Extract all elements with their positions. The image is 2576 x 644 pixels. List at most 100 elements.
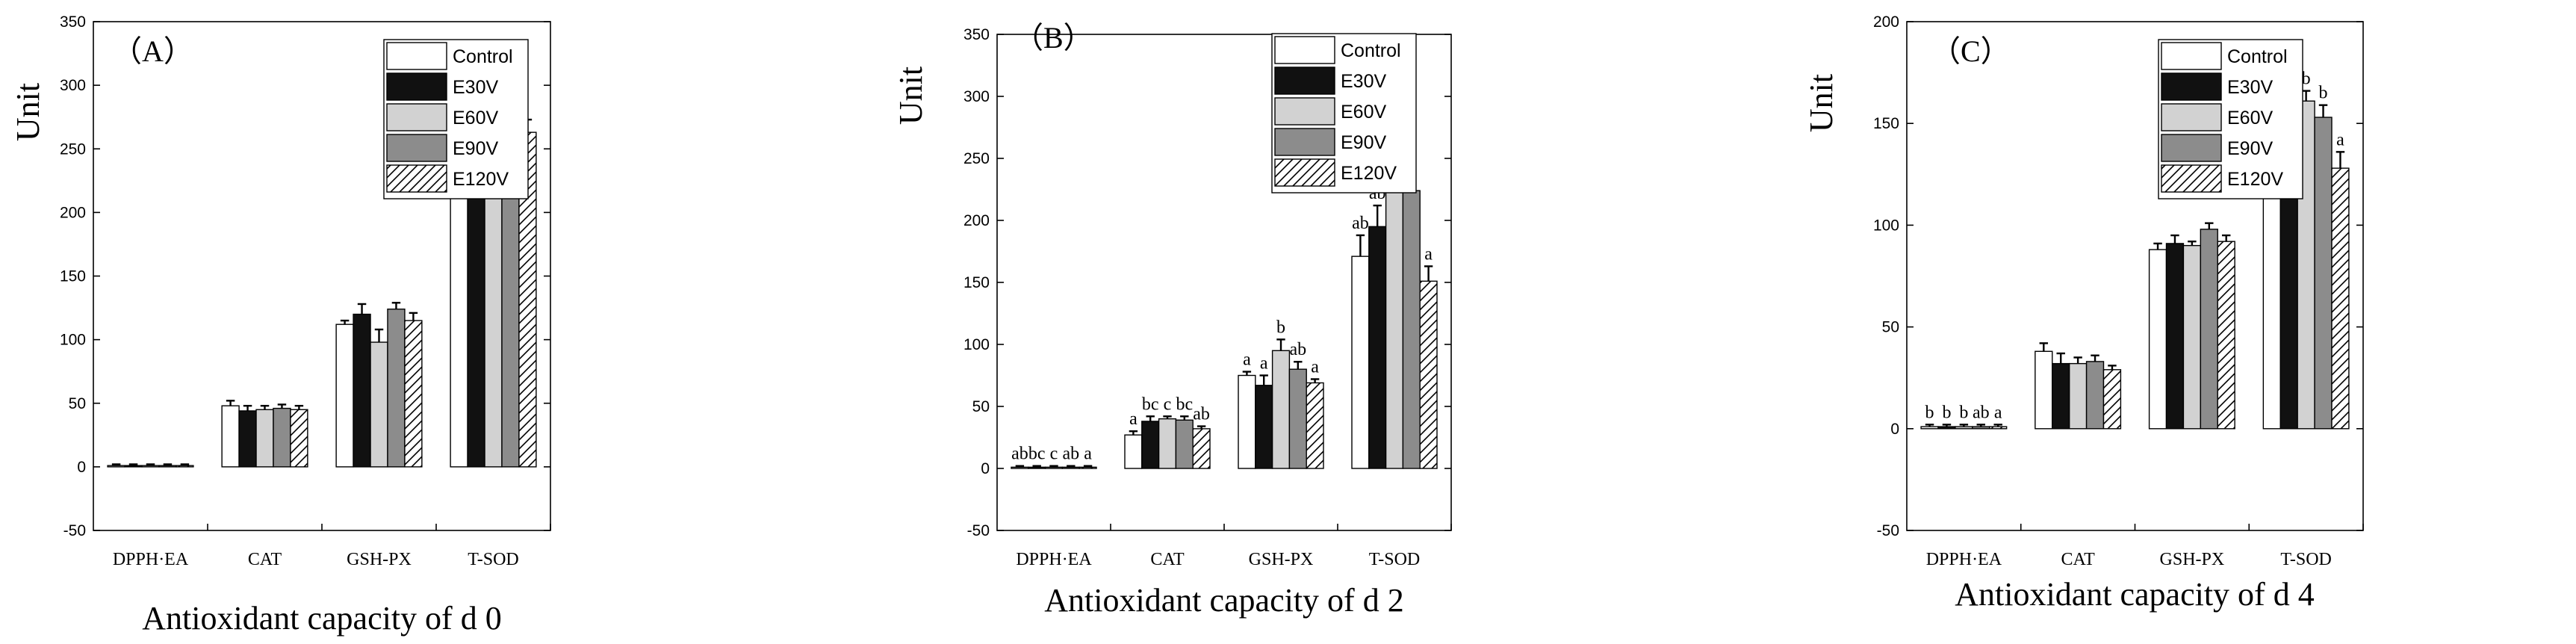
legend: Control E30V E60V E90V E120V (383, 39, 529, 199)
x-tick-label: CAT (2061, 550, 2095, 569)
x-tick-label: GSH-PX (1249, 550, 1314, 569)
bar (273, 407, 291, 468)
y-tick-label: -50 (1877, 522, 1899, 539)
significance-label: b (1959, 403, 1968, 422)
bar (255, 409, 274, 468)
bar (1124, 434, 1143, 469)
significance-label: ab (1289, 340, 1306, 359)
significance-label: bc (1176, 394, 1193, 414)
legend-label: E120V (1341, 163, 1397, 184)
bar (2200, 229, 2218, 430)
bar (1175, 419, 1194, 469)
x-tick-label: CAT (1150, 550, 1185, 569)
bar (1972, 426, 1990, 430)
bar (1989, 426, 2008, 430)
y-tick-label: 350 (60, 13, 86, 31)
panel-label: （C） (1931, 34, 2011, 68)
bar (1351, 256, 1370, 469)
bar (1937, 426, 1956, 430)
bar (2148, 249, 2167, 430)
bar (290, 409, 308, 468)
bar (2314, 117, 2333, 430)
legend: Control E30V E60V E90V E120V (2158, 39, 2303, 199)
bar (158, 465, 177, 468)
bar (1368, 226, 1387, 469)
y-tick-label: 150 (1873, 115, 1899, 132)
y-tick-label: 150 (60, 268, 86, 285)
significance-label: a (1424, 244, 1433, 264)
legend-swatch (2161, 72, 2222, 101)
bar (1078, 466, 1097, 469)
y-tick-label: -50 (63, 522, 86, 539)
y-axis-title: Unit (1803, 74, 1840, 132)
legend-label: E30V (1341, 71, 1386, 92)
y-tick-label: 350 (963, 26, 990, 43)
significance-label: b (2302, 69, 2311, 89)
legend-swatch (1274, 36, 1335, 64)
significance-label: c (1050, 445, 1058, 464)
legend-label: E90V (1341, 132, 1386, 153)
legend-label: E30V (453, 77, 498, 98)
bar (141, 465, 160, 468)
bar (1255, 385, 1273, 469)
legend-swatch (2161, 164, 2222, 193)
y-tick-label: 200 (963, 212, 990, 229)
x-tick-label: DPPH·EA (113, 550, 189, 569)
bar (1288, 368, 1307, 469)
legend-swatch (386, 103, 447, 131)
bar (1011, 466, 1029, 469)
bar (107, 465, 125, 468)
legend-label: Control (1341, 40, 1401, 61)
y-tick-label: 250 (60, 140, 86, 158)
legend-label: E90V (453, 138, 498, 159)
significance-label: b (2319, 84, 2328, 103)
significance-label: b (1942, 403, 1951, 422)
bar (1044, 466, 1064, 469)
bar (1920, 426, 1939, 430)
legend-swatch (1274, 158, 1335, 187)
y-tick-label: 150 (963, 274, 990, 291)
bar (2165, 243, 2185, 430)
bar (238, 410, 257, 468)
bar (1061, 466, 1080, 469)
legend-swatch (1274, 66, 1335, 95)
y-tick-label: 50 (69, 395, 86, 412)
bar (124, 465, 143, 468)
significance-label: b (1925, 403, 1934, 422)
bar (450, 152, 468, 468)
legend-label: E120V (453, 169, 509, 190)
panel-label: （A） (112, 34, 193, 68)
legend: Control E30V E60V E90V E120V (1271, 33, 1417, 193)
legend-swatch (1274, 97, 1335, 126)
significance-label: bc (1028, 445, 1046, 464)
y-tick-label: 100 (60, 332, 86, 349)
chart-panel-0: -50 0 50 100 150 200 250 300 350 DPPH·EA CAT GSH-PX… (10, 13, 551, 637)
y-tick-label: 50 (972, 398, 990, 415)
significance-label: b (1276, 318, 1285, 337)
y-axis-title: Unit (10, 83, 46, 141)
bar (2068, 362, 2088, 430)
legend-label: Control (2227, 46, 2288, 67)
significance-label: ab (1011, 445, 1028, 464)
x-axis-title: Antioxidant capacity of d 0 (142, 600, 501, 637)
bar (2035, 350, 2053, 430)
legend-swatch (386, 42, 447, 70)
y-tick-label: 100 (963, 336, 990, 353)
legend-swatch (386, 134, 447, 162)
y-tick-label: 0 (1890, 421, 1899, 438)
y-tick-label: 50 (1882, 319, 1899, 336)
bar (2102, 369, 2122, 430)
chart-root: -50 0 50 100 150 200 250 300 350 DPPH·EA CAT GSH-PX… (10, 13, 2364, 637)
bar (1238, 374, 1256, 469)
significance-label: a (1260, 354, 1268, 374)
y-tick-label: 200 (1873, 13, 1899, 31)
x-tick-label: GSH-PX (347, 550, 412, 569)
bar (1419, 280, 1438, 469)
x-tick-label: GSH-PX (2160, 550, 2225, 569)
x-axis-title: Antioxidant capacity of d 2 (1044, 582, 1403, 619)
x-tick-label: T-SOD (2280, 550, 2331, 569)
y-tick-label: -50 (967, 522, 990, 539)
